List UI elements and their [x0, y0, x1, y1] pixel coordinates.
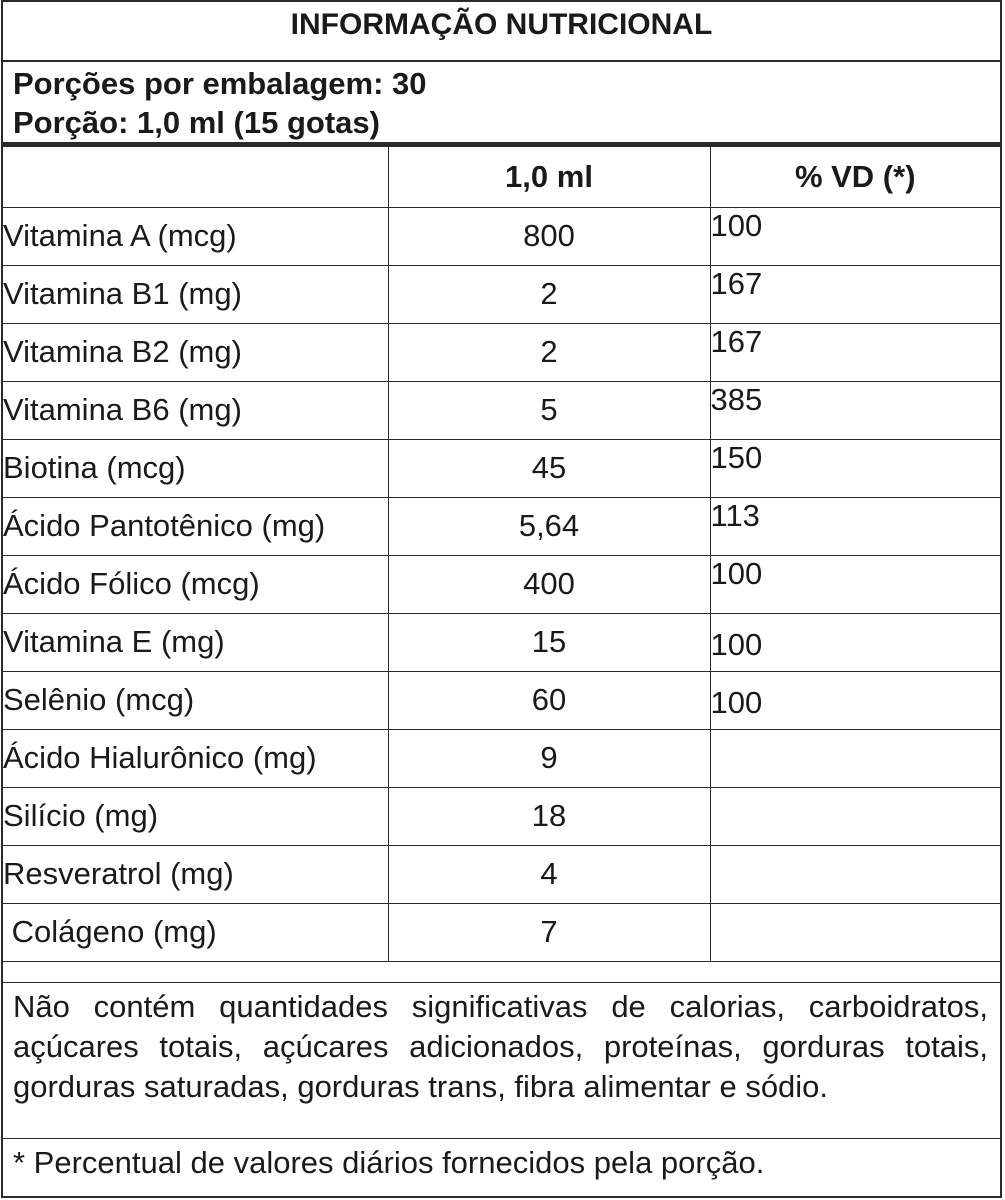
portion-info: Porções por embalagem: 30 Porção: 1,0 ml… [13, 64, 427, 142]
label-title: INFORMAÇÃO NUTRICIONAL [3, 2, 1000, 62]
nutrient-name: Vitamina E (mg) [3, 612, 389, 672]
serving-size: Porção: 1,0 ml (15 gotas) [13, 105, 380, 140]
nutrient-quantity: 400 [387, 554, 711, 614]
nutrient-daily-value: 100 [709, 206, 1000, 266]
nutrient-name: Colágeno (mg) [3, 902, 389, 962]
nutrient-quantity: 800 [387, 206, 711, 266]
table-row: Ácido Hialurônico (mg) 9 [3, 728, 1000, 788]
nutrient-quantity: 4 [387, 844, 711, 904]
table-row: Ácido Pantotênico (mg) 5,64 113 [3, 496, 1000, 556]
table-row: Selênio (mcg) 60 100 [3, 670, 1000, 730]
thick-divider [3, 142, 1000, 147]
nutrient-quantity: 5 [387, 380, 711, 440]
table-row: Vitamina B2 (mg) 2 167 [3, 322, 1000, 382]
nutrient-daily-value: 113 [709, 496, 1000, 556]
disclaimer-text: Não contém quantidades significativas de… [13, 989, 988, 1104]
nutrient-daily-value: 100 [709, 554, 1000, 614]
nutrient-name: Biotina (mcg) [3, 438, 389, 498]
table-row: Ácido Fólico (mcg) 400 100 [3, 554, 1000, 614]
nutrient-quantity: 18 [387, 786, 711, 846]
table-row: Vitamina B6 (mg) 5 385 [3, 380, 1000, 440]
nutrient-quantity: 45 [387, 438, 711, 498]
nutrient-quantity: 2 [387, 264, 711, 324]
table-row: Silício (mg) 18 [3, 786, 1000, 846]
nutrient-name: Selênio (mcg) [3, 670, 389, 730]
disclaimer-block: Não contém quantidades significativas de… [3, 982, 1000, 1139]
nutrient-name: Vitamina B1 (mg) [3, 264, 389, 324]
table-row: Vitamina A (mcg) 800 100 [3, 206, 1000, 266]
nutrient-daily-value [709, 902, 1000, 962]
nutrient-name: Vitamina B2 (mg) [3, 322, 389, 382]
nutrient-name: Ácido Fólico (mcg) [3, 554, 389, 614]
nutrient-name: Resveratrol (mg) [3, 844, 389, 904]
table-row: Vitamina E (mg) 15 100 [3, 612, 1000, 672]
table-header-row: 1,0 ml % VD (*) [3, 147, 1000, 208]
table-row: Colágeno (mg) 7 [3, 902, 1000, 962]
nutrient-quantity: 2 [387, 322, 711, 382]
nutrient-daily-value: 100 [709, 670, 1000, 730]
nutrient-daily-value: 385 [709, 380, 1000, 440]
table-row: Vitamina B1 (mg) 2 167 [3, 264, 1000, 324]
nutrient-quantity: 15 [387, 612, 711, 672]
nutrient-daily-value: 167 [709, 264, 1000, 324]
daily-value-footnote: * Percentual de valores diários fornecid… [13, 1145, 765, 1180]
nutrient-name: Vitamina B6 (mg) [3, 380, 389, 440]
table-row: Biotina (mcg) 45 150 [3, 438, 1000, 498]
table-row: Resveratrol (mg) 4 [3, 844, 1000, 904]
nutrient-quantity: 9 [387, 728, 711, 788]
nutrient-quantity: 5,64 [387, 496, 711, 556]
nutrient-name: Ácido Hialurônico (mg) [3, 728, 389, 788]
nutrient-daily-value: 167 [709, 322, 1000, 382]
header-nutrient [3, 147, 389, 208]
nutrient-daily-value: 100 [709, 612, 1000, 672]
header-daily-value: % VD (*) [709, 147, 1000, 208]
nutrient-quantity: 7 [387, 902, 711, 962]
nutrient-name: Vitamina A (mcg) [3, 206, 389, 266]
nutrient-daily-value [709, 728, 1000, 788]
nutrient-daily-value [709, 844, 1000, 904]
nutrient-daily-value: 150 [709, 438, 1000, 498]
header-quantity: 1,0 ml [387, 147, 711, 208]
nutrient-quantity: 60 [387, 670, 711, 730]
nutrient-name: Ácido Pantotênico (mg) [3, 496, 389, 556]
nutrient-name: Silício (mg) [3, 786, 389, 846]
nutrition-table: 1,0 ml % VD (*) Vitamina A (mcg) 800 100 Vi… [3, 147, 1000, 962]
servings-per-package: Porções por embalagem: 30 [13, 66, 427, 101]
nutrient-daily-value [709, 786, 1000, 846]
